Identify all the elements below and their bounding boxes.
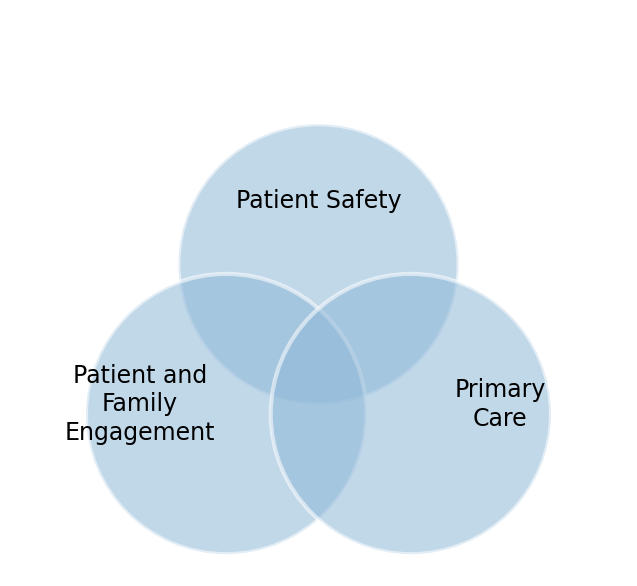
Circle shape [178, 124, 459, 404]
Text: Primary
Care: Primary Care [454, 378, 546, 431]
Circle shape [271, 274, 551, 554]
Text: Patient and
Family
Engagement: Patient and Family Engagement [65, 364, 215, 445]
Text: Patient Safety: Patient Safety [236, 189, 401, 213]
Circle shape [86, 274, 366, 554]
